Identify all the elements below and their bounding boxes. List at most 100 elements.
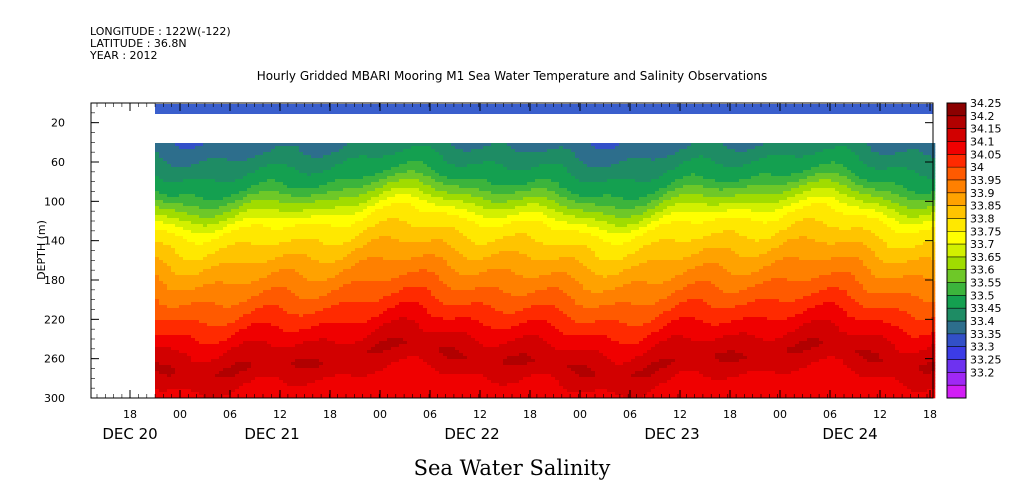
salinity-cell	[247, 245, 252, 249]
salinity-cell	[279, 395, 284, 399]
salinity-cell	[159, 305, 164, 309]
salinity-cell	[355, 194, 360, 198]
salinity-cell	[271, 344, 276, 348]
salinity-cell	[175, 215, 180, 219]
salinity-cell	[331, 161, 336, 165]
salinity-cell	[183, 278, 188, 282]
salinity-cell	[267, 167, 272, 171]
salinity-cell	[155, 251, 160, 255]
salinity-cell	[367, 188, 372, 192]
salinity-cell	[335, 257, 340, 261]
salinity-cell	[339, 260, 344, 264]
salinity-cell	[371, 323, 376, 327]
salinity-cell	[195, 197, 200, 201]
salinity-cell	[319, 305, 324, 309]
salinity-cell	[179, 266, 184, 270]
salinity-cell	[219, 332, 224, 336]
salinity-cell	[359, 200, 364, 204]
salinity-cell	[375, 386, 380, 390]
salinity-cell	[239, 239, 244, 243]
salinity-cell	[371, 368, 376, 372]
salinity-cell	[235, 212, 240, 216]
salinity-cell	[327, 152, 332, 156]
salinity-cell	[227, 176, 232, 180]
salinity-cell	[247, 185, 252, 189]
salinity-cell	[223, 182, 228, 186]
salinity-cell	[239, 341, 244, 345]
salinity-cell	[259, 224, 264, 228]
salinity-cell	[183, 218, 188, 222]
salinity-cell	[307, 392, 312, 396]
salinity-cell	[375, 308, 380, 312]
salinity-cell	[339, 335, 344, 339]
salinity-cell	[335, 368, 340, 372]
salinity-cell	[243, 230, 248, 234]
salinity-cell	[383, 263, 388, 267]
salinity-cell	[347, 320, 352, 324]
salinity-cell	[259, 278, 264, 282]
salinity-cell	[315, 338, 320, 342]
salinity-cell	[207, 284, 212, 288]
salinity-cell	[259, 248, 264, 252]
salinity-cell	[219, 188, 224, 192]
salinity-cell	[299, 164, 304, 168]
salinity-cell	[163, 350, 168, 354]
salinity-cell	[235, 164, 240, 168]
salinity-cell	[247, 182, 252, 186]
salinity-cell	[287, 278, 292, 282]
salinity-cell	[291, 245, 296, 249]
salinity-cell	[295, 332, 300, 336]
salinity-cell	[299, 314, 304, 318]
salinity-cell	[251, 182, 256, 186]
salinity-cell	[239, 194, 244, 198]
salinity-cell	[367, 212, 372, 216]
salinity-cell	[327, 209, 332, 213]
salinity-cell	[299, 215, 304, 219]
salinity-cell	[379, 173, 384, 177]
salinity-cell	[243, 233, 248, 237]
salinity-cell	[327, 290, 332, 294]
salinity-cell	[263, 209, 268, 213]
salinity-cell	[387, 197, 392, 201]
salinity-cell	[271, 347, 276, 351]
salinity-cell	[387, 284, 392, 288]
salinity-cell	[219, 347, 224, 351]
salinity-cell	[363, 320, 368, 324]
salinity-cell	[307, 152, 312, 156]
salinity-cell	[379, 161, 384, 165]
salinity-cell	[323, 314, 328, 318]
salinity-cell	[347, 170, 352, 174]
salinity-cell	[211, 272, 216, 276]
salinity-cell	[311, 143, 316, 147]
salinity-cell	[199, 206, 204, 210]
salinity-cell	[383, 170, 388, 174]
salinity-cell	[343, 206, 348, 210]
salinity-cell	[275, 347, 280, 351]
salinity-cell	[159, 272, 164, 276]
salinity-cell	[203, 215, 208, 219]
salinity-cell	[315, 224, 320, 228]
salinity-cell	[371, 356, 376, 360]
salinity-cell	[375, 317, 380, 321]
salinity-cell	[359, 179, 364, 183]
salinity-cell	[355, 218, 360, 222]
salinity-cell	[315, 314, 320, 318]
salinity-cell	[275, 353, 280, 357]
salinity-cell	[163, 263, 168, 267]
salinity-cell	[251, 239, 256, 243]
salinity-cell	[191, 320, 196, 324]
salinity-cell	[231, 299, 236, 303]
salinity-cell	[303, 350, 308, 354]
salinity-cell	[363, 236, 368, 240]
salinity-cell	[255, 338, 260, 342]
salinity-cell	[207, 353, 212, 357]
salinity-cell	[255, 395, 260, 399]
salinity-cell	[223, 332, 228, 336]
salinity-cell	[187, 281, 192, 285]
salinity-cell	[363, 302, 368, 306]
salinity-cell	[351, 389, 356, 393]
salinity-cell	[367, 272, 372, 276]
salinity-cell	[383, 197, 388, 201]
salinity-cell	[279, 218, 284, 222]
